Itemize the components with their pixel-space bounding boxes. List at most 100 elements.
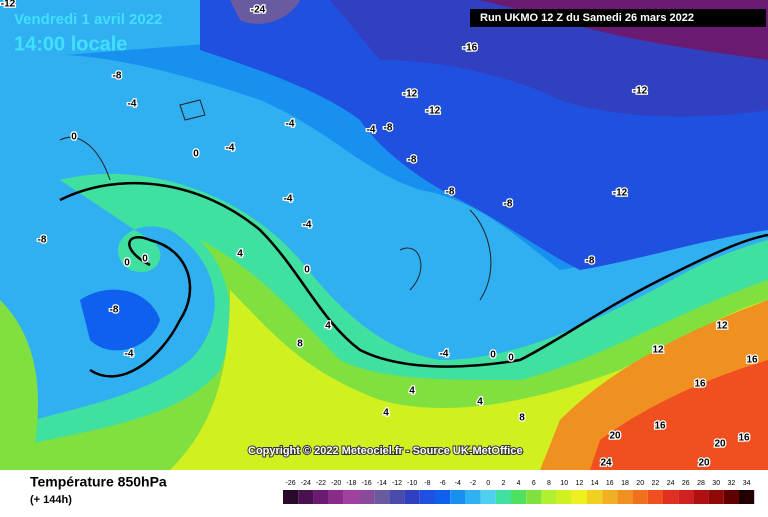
- scale-label: 2: [501, 480, 505, 487]
- scale-swatch: [602, 490, 618, 504]
- scale-swatch: [343, 490, 359, 504]
- scale-label: -14: [377, 480, 387, 487]
- contour-label: 0: [124, 258, 130, 269]
- scale-label: -24: [301, 480, 311, 487]
- contour-label: -4: [226, 143, 235, 154]
- scale-label: -12: [392, 480, 402, 487]
- contour-label: 4: [477, 397, 483, 408]
- scale-label: -8: [424, 480, 430, 487]
- contour-label: 8: [519, 413, 525, 424]
- scale-swatch: [419, 490, 435, 504]
- scale-label: 10: [560, 480, 568, 487]
- contour-label: 20: [714, 439, 726, 450]
- legend-subtitle: (+ 144h): [30, 494, 72, 506]
- scale-swatch: [404, 490, 420, 504]
- contour-label: 0: [304, 265, 310, 276]
- contour-label: -8: [446, 187, 455, 198]
- coastline: [59, 99, 492, 301]
- scale-swatch: [374, 490, 390, 504]
- contour-label: 0: [142, 254, 148, 265]
- scale-swatch: [389, 490, 405, 504]
- contour-label: 16: [694, 379, 706, 390]
- contour-label: -4: [286, 119, 295, 130]
- scale-swatch: [495, 490, 511, 504]
- legend-title: Température 850hPa: [30, 474, 167, 490]
- contour-label: -12: [1, 0, 16, 10]
- scale-label: -4: [455, 480, 461, 487]
- contour-label: -12: [613, 188, 628, 199]
- scale-label: -2: [470, 480, 476, 487]
- contour-label: -4: [284, 194, 293, 205]
- contour-label: 4: [409, 386, 415, 397]
- scale-label: 0: [486, 480, 490, 487]
- scale-label: 24: [667, 480, 675, 487]
- contour-label: -8: [38, 235, 47, 246]
- scale-label: 28: [697, 480, 705, 487]
- contour-label: 4: [237, 249, 243, 260]
- scale-swatch: [678, 490, 694, 504]
- run-box: [470, 9, 766, 27]
- run-info: Run UKMO 12 Z du Samedi 26 mars 2022: [480, 12, 694, 24]
- contour-label: -4: [128, 99, 137, 110]
- contour-label: 20: [698, 458, 710, 469]
- scale-swatch: [465, 490, 481, 504]
- scale-swatch: [283, 490, 299, 504]
- scale-swatch: [708, 490, 724, 504]
- scale-swatch: [359, 490, 375, 504]
- contour-label: -24: [251, 5, 266, 16]
- contour-label: -8: [504, 199, 513, 210]
- contour-label: 4: [383, 408, 389, 419]
- cold-core: [80, 289, 160, 351]
- contour-label: -8: [384, 123, 393, 134]
- contour-label: 12: [716, 321, 728, 332]
- scale-swatch: [571, 490, 587, 504]
- scale-swatch: [739, 490, 755, 504]
- contour-label: -4: [367, 125, 376, 136]
- contour-label: 0: [193, 149, 199, 160]
- scale-label: 6: [532, 480, 536, 487]
- contour-label: -12: [633, 86, 648, 97]
- scale-label: 18: [621, 480, 629, 487]
- contour-label: 4: [325, 321, 331, 332]
- contour-label: -16: [463, 43, 478, 54]
- scale-swatch: [328, 490, 344, 504]
- contour-label: 0: [71, 132, 77, 143]
- scale-swatch: [723, 490, 739, 504]
- contour-label: 16: [654, 421, 666, 432]
- contour-label: 16: [738, 433, 750, 444]
- valid-time: 14:00 locale: [14, 33, 127, 55]
- color-scale: -26 -24 -22 -20 -18 -16 -14 -12 -10 -8 -6 -4 -2 0 2 4 6 8…: [283, 480, 755, 504]
- scale-swatch: [647, 490, 663, 504]
- scale-swatch: [480, 490, 496, 504]
- contour-label: -12: [403, 89, 418, 100]
- contour-label: -4: [125, 349, 134, 360]
- scale-swatch: [526, 490, 542, 504]
- scale-label: 34: [743, 480, 751, 487]
- scale-swatch: [298, 490, 314, 504]
- contour-label: -8: [113, 71, 122, 82]
- scale-swatch: [556, 490, 572, 504]
- scale-swatch: [587, 490, 603, 504]
- scale-swatch: [435, 490, 451, 504]
- scale-label: -26: [286, 480, 296, 487]
- zero-contour: [59, 181, 768, 378]
- scale-label: -16: [362, 480, 372, 487]
- scale-swatch: [663, 490, 679, 504]
- scale-swatch: [541, 490, 557, 504]
- contour-label: -12: [426, 106, 441, 117]
- southwest-warm: [0, 300, 39, 470]
- contour-label: -4: [303, 220, 312, 231]
- scale-label: 16: [606, 480, 614, 487]
- scale-label: 26: [682, 480, 690, 487]
- scale-label: -20: [331, 480, 341, 487]
- copyright: Copyright © 2022 Meteociel.fr - Source U…: [248, 445, 523, 457]
- contour-labels: -24 -16 -12 -12 -12 -12 -8 -8 -8 -8 -8 -8 -8 -8 -4 -4 -4…: [0, 0, 759, 470]
- arctic-zone-west: [230, 0, 300, 24]
- scale-label: 14: [591, 480, 599, 487]
- scale-label: 20: [636, 480, 644, 487]
- scale-swatch: [511, 490, 527, 504]
- scale-swatch: [693, 490, 709, 504]
- contour-label: -8: [110, 305, 119, 316]
- scale-label: 4: [517, 480, 521, 487]
- contour-label: -4: [440, 349, 449, 360]
